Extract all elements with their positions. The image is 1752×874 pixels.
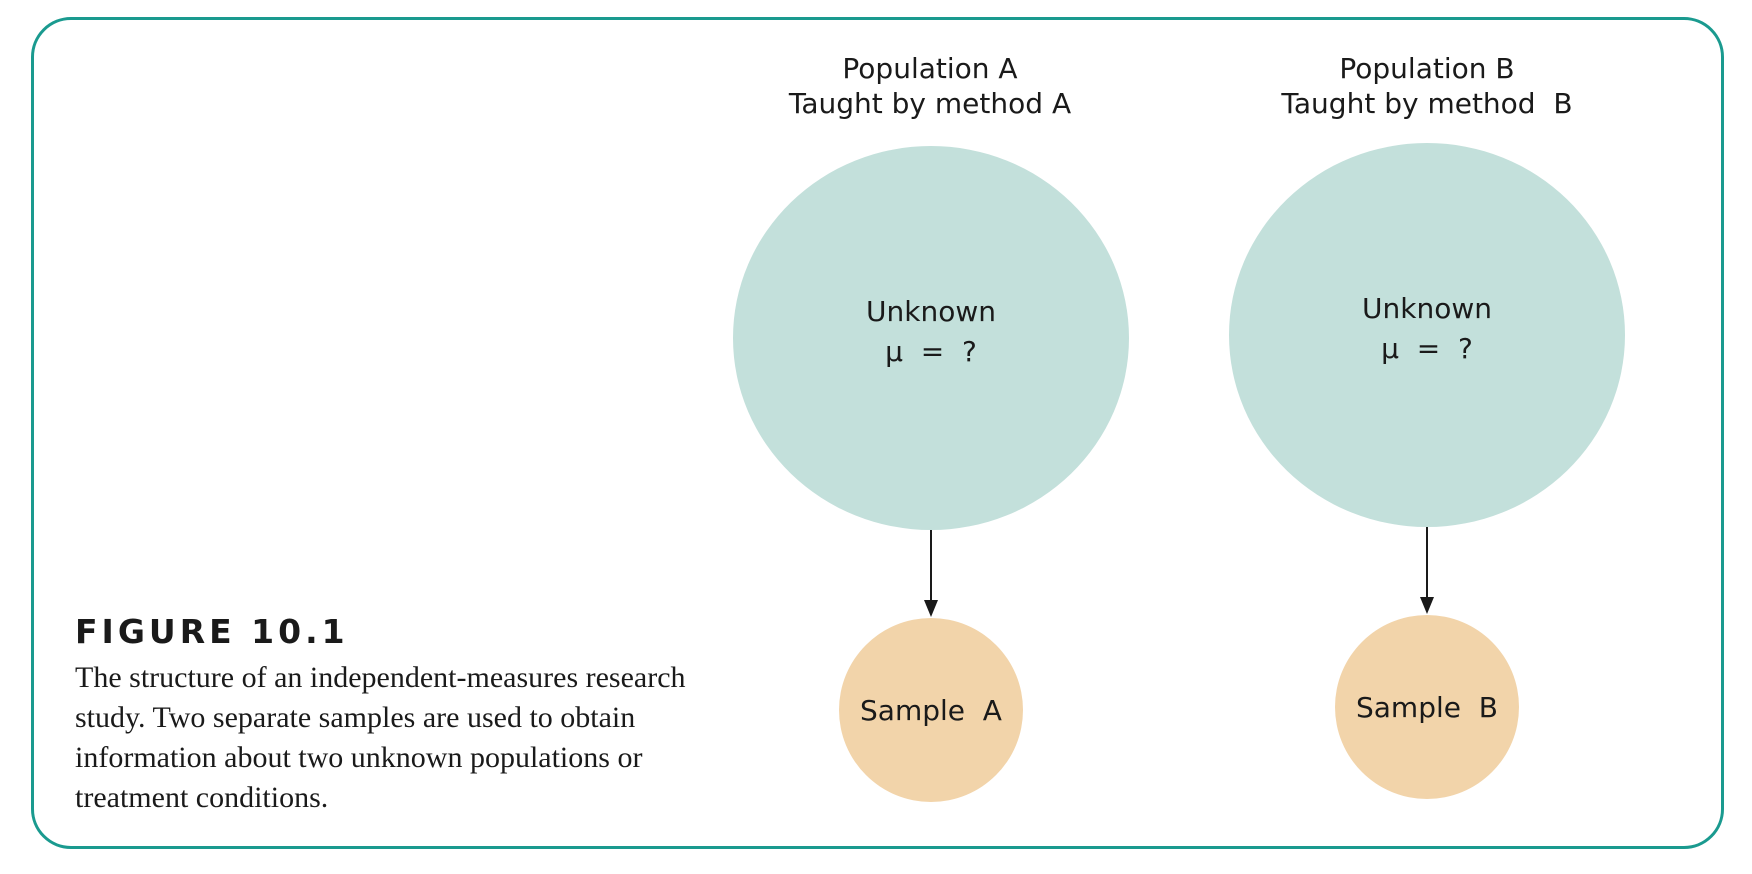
population-a-status: Unknown	[866, 295, 996, 328]
population-b-status: Unknown	[1362, 292, 1492, 325]
sample-a-label: Sample A	[860, 693, 1002, 727]
population-b-circle	[1229, 143, 1625, 527]
population-a-parameter: μ = ?	[885, 335, 977, 368]
population-b-title: Population B Taught by method B	[1217, 51, 1637, 121]
sample-b-label: Sample B	[1356, 690, 1498, 724]
figure-description: The structure of an independent-measures…	[75, 661, 686, 814]
figure-label: FIGURE 10.1	[75, 612, 349, 651]
population-b-label: Unknown μ = ?	[1277, 289, 1577, 369]
population-b-parameter: μ = ?	[1381, 332, 1473, 365]
population-a-name: Population A	[842, 52, 1018, 85]
population-a-circle	[733, 146, 1129, 530]
sample-b-circle: Sample B	[1335, 615, 1519, 799]
population-a-method: Taught by method A	[788, 87, 1072, 120]
population-a-label: Unknown μ = ?	[781, 292, 1081, 372]
population-b-method: Taught by method B	[1281, 87, 1573, 120]
population-b-name: Population B	[1339, 52, 1515, 85]
figure-frame	[31, 17, 1724, 849]
figure-caption: FIGURE 10.1 The structure of an independ…	[75, 612, 695, 818]
sample-a-circle: Sample A	[839, 618, 1023, 802]
population-a-title: Population A Taught by method A	[720, 51, 1140, 121]
